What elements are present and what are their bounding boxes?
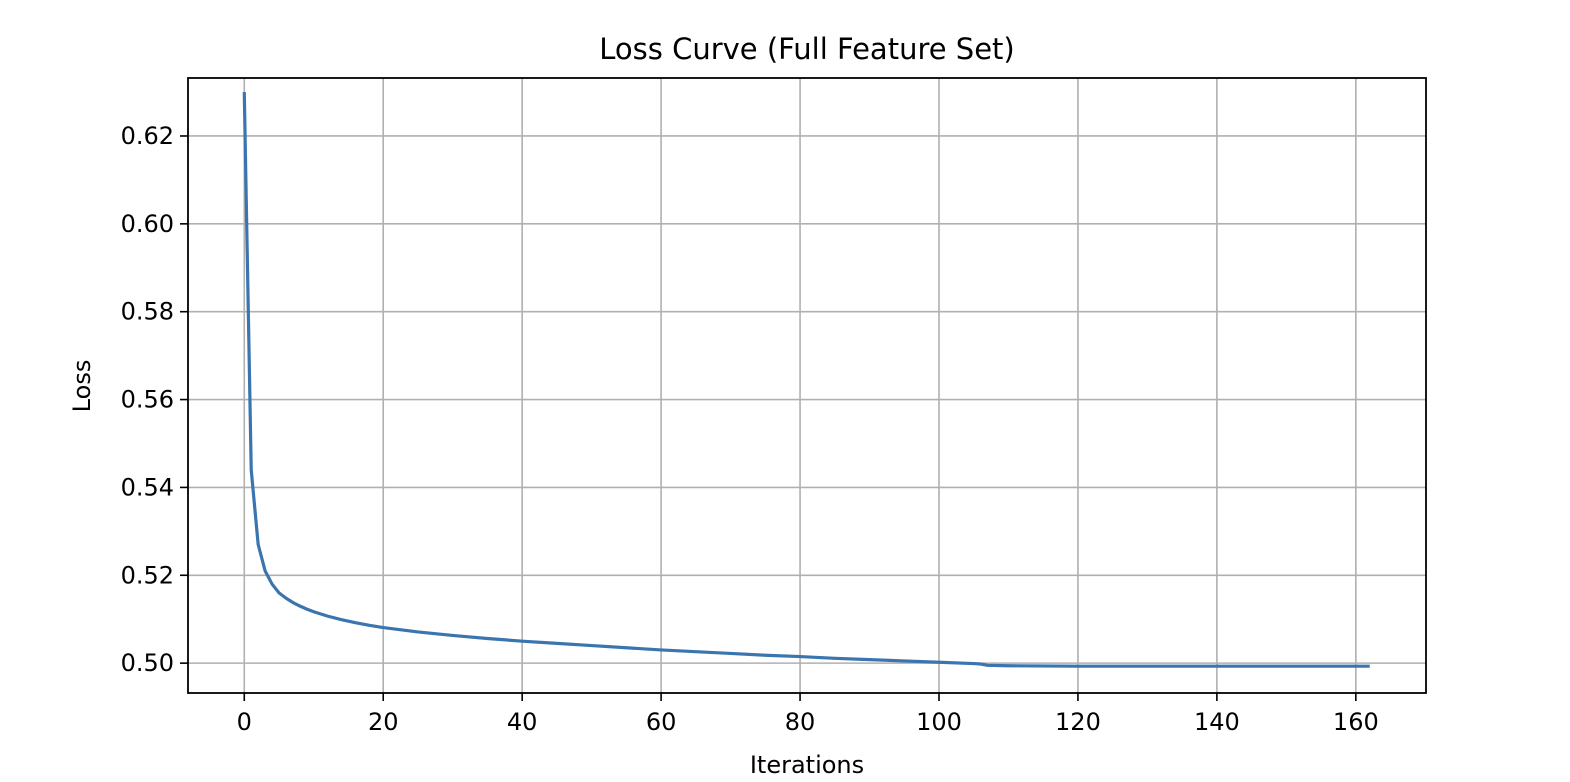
series-layer xyxy=(242,92,1370,668)
chart-title: Loss Curve (Full Feature Set) xyxy=(599,32,1014,66)
y-tick-label: 0.54 xyxy=(121,473,174,501)
x-tick-label: 100 xyxy=(916,708,962,736)
x-tick-label: 140 xyxy=(1194,708,1240,736)
x-tick-label: 40 xyxy=(507,708,538,736)
grid-layer xyxy=(188,78,1426,693)
y-axis-label: Loss xyxy=(68,360,96,413)
y-tick-label: 0.58 xyxy=(121,298,174,326)
x-tick-label: 80 xyxy=(785,708,816,736)
y-tick-label: 0.50 xyxy=(121,649,174,677)
tick-layer: 0 20 40 60 80 100 120 140 160 0.50 0.52 0.54 0.56 0.5… xyxy=(121,122,1379,736)
x-tick-label: 160 xyxy=(1333,708,1379,736)
x-tick-label: 0 xyxy=(237,708,252,736)
y-tick-label: 0.56 xyxy=(121,386,174,414)
plot-frame xyxy=(187,77,1427,694)
x-tick-label: 120 xyxy=(1055,708,1101,736)
loss-series-line xyxy=(242,92,1370,668)
y-tick-label: 0.62 xyxy=(121,122,174,150)
y-tick-label: 0.60 xyxy=(121,210,174,238)
x-axis-label: Iterations xyxy=(750,751,864,779)
y-tick-label: 0.52 xyxy=(121,561,174,589)
x-tick-label: 20 xyxy=(368,708,399,736)
x-tick-label: 60 xyxy=(646,708,677,736)
